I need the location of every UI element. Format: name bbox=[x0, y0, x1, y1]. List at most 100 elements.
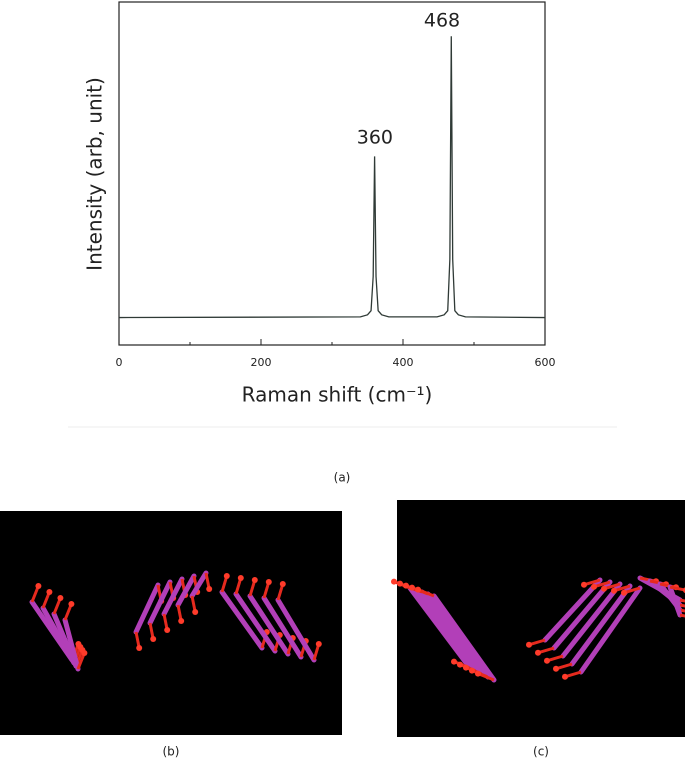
arrow bbox=[585, 578, 601, 586]
caption: (a) bbox=[334, 471, 351, 485]
rod bbox=[133, 582, 161, 635]
arrow bbox=[276, 585, 284, 601]
arrow-head bbox=[553, 665, 559, 672]
arrow bbox=[557, 662, 573, 670]
rod bbox=[147, 579, 173, 626]
arrow bbox=[548, 654, 564, 662]
arrow bbox=[419, 589, 435, 598]
arrow-head bbox=[315, 641, 322, 647]
arrow bbox=[176, 604, 183, 620]
arrow-head bbox=[57, 595, 64, 601]
arrow-head bbox=[68, 601, 75, 607]
arrow bbox=[312, 645, 320, 661]
arrow-head bbox=[415, 586, 421, 593]
arrow-head bbox=[251, 577, 258, 583]
arrow-head bbox=[581, 581, 587, 588]
x-tick-label: 0 bbox=[116, 356, 123, 369]
arrow bbox=[679, 603, 685, 608]
y-axis-label: Intensity (arb, unit) bbox=[83, 77, 107, 271]
arrow-head bbox=[403, 582, 409, 589]
rod bbox=[247, 593, 291, 657]
rod bbox=[578, 585, 643, 675]
rod bbox=[219, 589, 265, 651]
arrow bbox=[566, 670, 582, 678]
arrow bbox=[248, 581, 256, 597]
arrow bbox=[190, 595, 197, 611]
arrow bbox=[220, 577, 228, 593]
arrow bbox=[262, 583, 270, 599]
arrow bbox=[52, 599, 61, 615]
arrow-head bbox=[46, 589, 53, 595]
arrow bbox=[162, 613, 169, 629]
arrow-head bbox=[544, 657, 550, 664]
arrow bbox=[615, 584, 631, 592]
arrow-head bbox=[409, 584, 415, 591]
arrow bbox=[679, 598, 685, 603]
arrow bbox=[234, 579, 242, 595]
arrow-head bbox=[279, 581, 286, 587]
rod bbox=[569, 583, 633, 667]
x-tick-label: 600 bbox=[535, 356, 556, 369]
arrow-head bbox=[457, 661, 463, 668]
arrow bbox=[679, 613, 685, 618]
arrow bbox=[625, 586, 641, 594]
arrow-head bbox=[451, 658, 457, 665]
arrow-head bbox=[535, 649, 541, 656]
arrow-head bbox=[611, 587, 617, 594]
arrow-head bbox=[469, 667, 475, 674]
x-tick-label: 200 bbox=[251, 356, 272, 369]
arrow-head bbox=[475, 670, 481, 677]
peak-annotation: 468 bbox=[424, 10, 460, 32]
arrow bbox=[679, 608, 685, 613]
rod bbox=[667, 584, 683, 618]
caption: (c) bbox=[533, 745, 549, 759]
arrow bbox=[204, 572, 211, 588]
arrow-head bbox=[526, 641, 532, 648]
arrow bbox=[479, 673, 495, 682]
arrow bbox=[76, 654, 85, 670]
rod bbox=[275, 597, 317, 663]
rod bbox=[407, 585, 473, 671]
arrow-head bbox=[397, 580, 403, 587]
arrow bbox=[669, 585, 685, 592]
rod bbox=[189, 570, 209, 599]
rod bbox=[233, 591, 278, 654]
rod bbox=[551, 579, 613, 651]
rod bbox=[419, 589, 485, 677]
arrow-head bbox=[81, 650, 88, 656]
arrow-head bbox=[35, 583, 42, 589]
x-tick-label: 400 bbox=[393, 356, 414, 369]
arrow-head bbox=[463, 664, 469, 671]
arrow bbox=[595, 580, 611, 588]
rod bbox=[542, 577, 603, 643]
rod bbox=[62, 617, 81, 672]
rods bbox=[29, 570, 685, 683]
arrow bbox=[30, 587, 39, 603]
arrow bbox=[41, 593, 50, 609]
arrow-head bbox=[223, 573, 230, 579]
rod bbox=[431, 593, 497, 683]
rod bbox=[413, 587, 479, 674]
caption: (b) bbox=[163, 745, 180, 759]
arrow-head bbox=[621, 589, 627, 596]
rod bbox=[161, 576, 185, 617]
arrow-head bbox=[391, 578, 397, 585]
arrow bbox=[63, 605, 72, 621]
arrow-head bbox=[562, 673, 568, 680]
arrow-head bbox=[150, 636, 157, 642]
arrow-head bbox=[164, 627, 171, 633]
rod bbox=[175, 573, 197, 608]
spectrum-line bbox=[118, 36, 546, 319]
arrow-head bbox=[601, 585, 607, 592]
arrow bbox=[134, 631, 141, 647]
arrow bbox=[605, 582, 621, 590]
arrow-head bbox=[265, 579, 272, 585]
arrow bbox=[530, 638, 546, 646]
peak-annotation: 360 bbox=[357, 127, 393, 149]
arrow-head bbox=[237, 575, 244, 581]
arrow-head bbox=[192, 609, 199, 615]
arrow bbox=[148, 622, 155, 638]
rod bbox=[425, 591, 491, 680]
rod bbox=[560, 581, 623, 659]
